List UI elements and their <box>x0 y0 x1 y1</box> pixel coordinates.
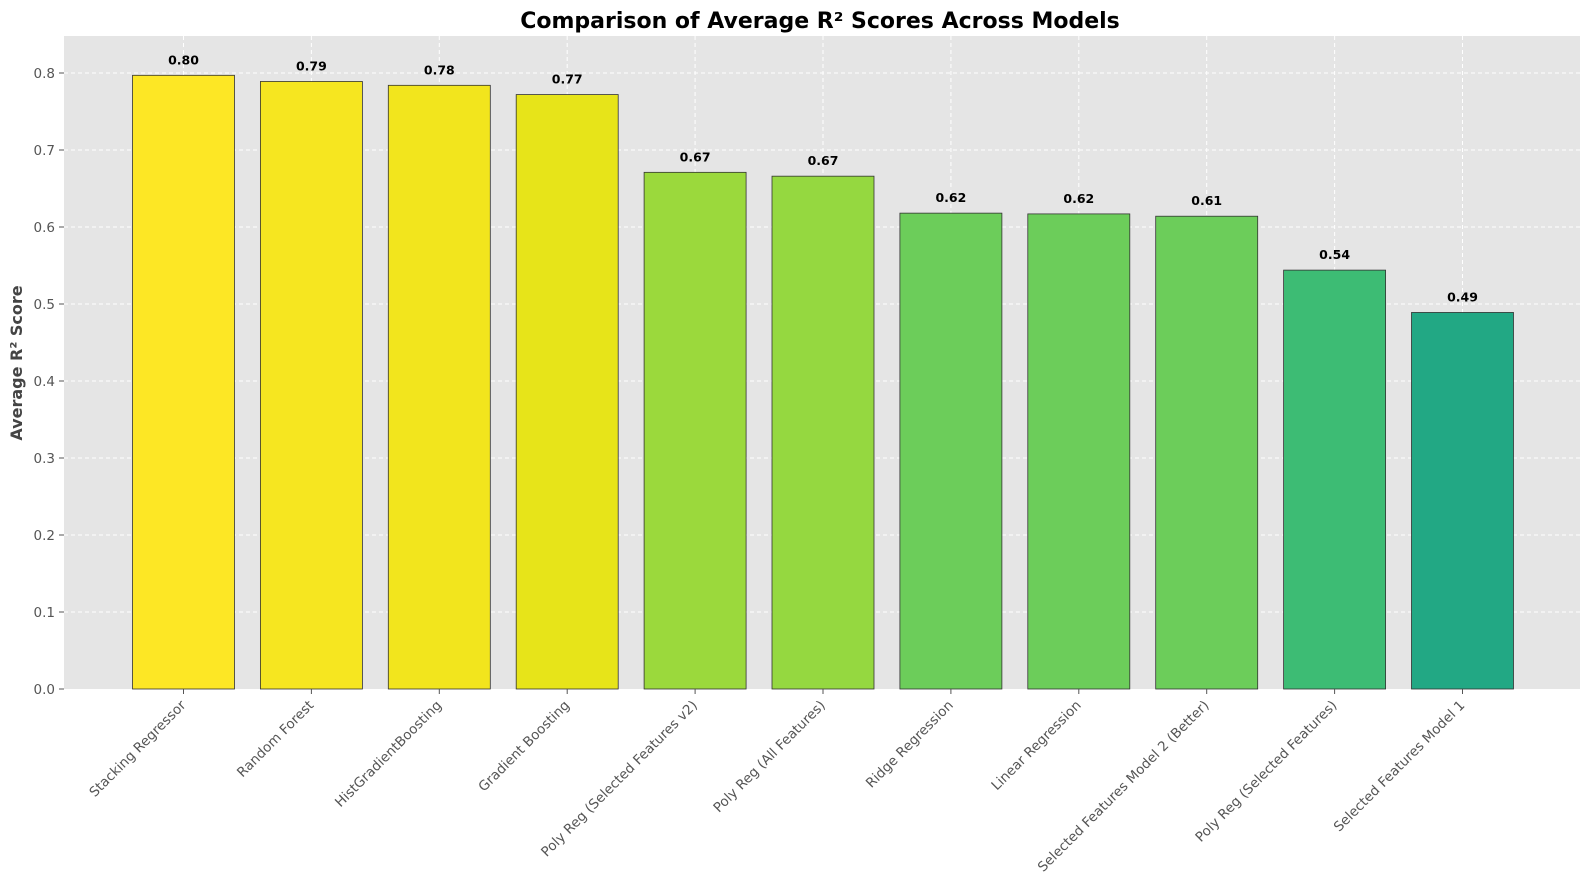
bars <box>132 74 1514 690</box>
y-tick-label: 0.1 <box>34 605 55 621</box>
x-tick-label: Random Forest <box>234 698 317 781</box>
bar <box>1283 269 1386 690</box>
y-tick-label: 0.4 <box>34 374 55 390</box>
y-axis-label: Average R² Score <box>7 285 26 440</box>
bar <box>1155 215 1259 690</box>
data-label: 0.78 <box>424 62 455 77</box>
chart-title: Comparison of Average R² Scores Across M… <box>520 9 1120 34</box>
x-tick-label: Linear Regression <box>988 698 1084 794</box>
bar <box>771 175 875 690</box>
bar <box>387 84 491 690</box>
x-tick-label: HistGradientBoosting <box>332 698 445 811</box>
bar <box>899 212 1003 690</box>
data-label: 0.54 <box>1319 247 1350 262</box>
data-label: 0.67 <box>808 153 839 168</box>
y-tick-label: 0.5 <box>34 297 55 313</box>
y-tick-label: 0.0 <box>34 682 55 698</box>
x-tick-label: Gradient Boosting <box>475 698 573 796</box>
bar <box>515 94 619 690</box>
bar <box>259 81 363 690</box>
bar <box>1411 312 1514 690</box>
y-tick-label: 0.7 <box>34 143 55 159</box>
y-axis-ticks: 0.0 0.1 0.2 0.3 0.4 0.5 0.6 0.7 0.8 <box>34 66 64 698</box>
bar <box>643 171 747 690</box>
data-label: 0.49 <box>1447 289 1478 304</box>
data-label: 0.62 <box>1063 191 1094 206</box>
x-tick-label: Stacking Regressor <box>86 697 189 800</box>
x-tick-label: Poly Reg (Selected Features) <box>1192 698 1340 846</box>
data-label: 0.67 <box>680 149 711 164</box>
x-tick-label: Ridge Regression <box>863 698 957 792</box>
y-tick-label: 0.8 <box>34 66 55 82</box>
x-tick-label: Selected Features Model 1 <box>1331 698 1469 836</box>
bar <box>1027 213 1131 690</box>
y-tick-label: 0.2 <box>34 528 55 544</box>
bar <box>132 74 235 690</box>
x-tick-label: Poly Reg (Selected Features v2) <box>538 698 701 861</box>
data-label: 0.80 <box>168 52 199 67</box>
data-label: 0.79 <box>296 58 327 73</box>
x-tick-label: Poly Reg (All Features) <box>710 698 828 816</box>
x-axis-ticks: Stacking Regressor Random Forest HistGradi… <box>86 689 1468 875</box>
data-label: 0.77 <box>552 72 583 87</box>
y-tick-label: 0.3 <box>34 451 55 467</box>
data-label: 0.62 <box>935 190 966 205</box>
y-tick-label: 0.6 <box>34 220 55 236</box>
data-labels: 0.80 0.79 0.78 0.77 0.67 0.67 0.62 0.62 0.61 0.54… <box>168 52 1478 304</box>
data-label: 0.61 <box>1191 193 1222 208</box>
